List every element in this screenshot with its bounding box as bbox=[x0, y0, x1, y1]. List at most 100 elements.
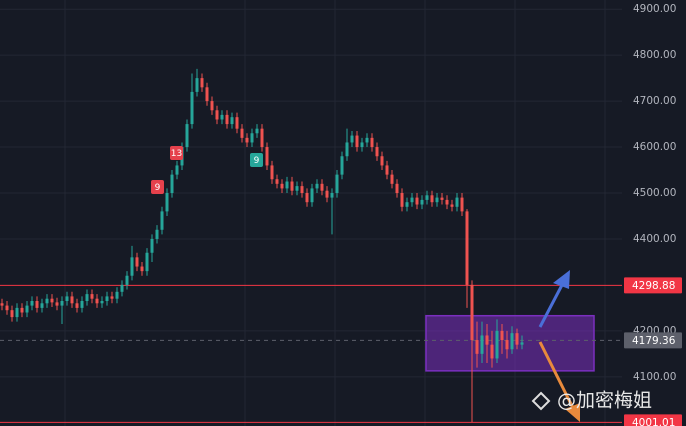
candle-body bbox=[450, 204, 454, 207]
candle-body bbox=[245, 137, 249, 143]
candle-body bbox=[310, 188, 314, 203]
candle-body bbox=[475, 340, 479, 354]
candle-body bbox=[0, 303, 4, 306]
candle-body bbox=[300, 186, 304, 194]
candle-body bbox=[365, 137, 369, 143]
candle-body bbox=[255, 128, 259, 134]
candle-body bbox=[495, 330, 499, 359]
candle-body bbox=[280, 183, 284, 189]
candle-body bbox=[185, 124, 189, 148]
price-label-box bbox=[624, 414, 682, 426]
arrow-up bbox=[538, 284, 564, 328]
watermark: @加密梅姐 bbox=[531, 390, 652, 412]
watermark-text: @加密梅姐 bbox=[557, 390, 652, 412]
candle-body bbox=[125, 275, 129, 285]
candle-body bbox=[520, 342, 524, 345]
candle-body bbox=[350, 135, 354, 143]
annotation-text: 9 bbox=[254, 156, 260, 166]
candle-body bbox=[345, 142, 349, 157]
candle-body bbox=[30, 301, 34, 306]
candle-body bbox=[340, 156, 344, 175]
candle-body bbox=[230, 117, 234, 125]
candle-body bbox=[90, 294, 94, 299]
candle-body bbox=[250, 133, 254, 143]
candle-body bbox=[260, 128, 264, 148]
candle-body bbox=[40, 303, 44, 308]
candle-body bbox=[5, 305, 9, 311]
arrow-down bbox=[538, 341, 575, 409]
candle-body bbox=[220, 114, 224, 120]
candle-body bbox=[265, 147, 269, 166]
candle-body bbox=[205, 87, 209, 102]
candle-body bbox=[200, 78, 204, 88]
candle-body bbox=[305, 193, 309, 203]
candle-body bbox=[465, 211, 469, 285]
y-tick-label: 4700.00 bbox=[633, 95, 676, 107]
candle-body bbox=[240, 128, 244, 138]
candle-body bbox=[325, 190, 329, 198]
candle-body bbox=[330, 193, 334, 198]
price-label: 4001.01 bbox=[632, 417, 675, 426]
candle-body bbox=[395, 183, 399, 194]
candle-body bbox=[235, 117, 239, 129]
candle-body bbox=[375, 147, 379, 157]
arrow-head bbox=[553, 270, 570, 289]
candle-body bbox=[410, 197, 414, 203]
candle-body bbox=[385, 165, 389, 175]
candle-body bbox=[370, 137, 374, 148]
candle-body bbox=[55, 302, 59, 306]
candle-body bbox=[270, 165, 274, 180]
annotation-text: 9 bbox=[155, 183, 161, 193]
candle-body bbox=[225, 114, 229, 125]
candle-body bbox=[425, 195, 429, 200]
price-lines bbox=[0, 284, 622, 423]
annotation-box bbox=[250, 153, 263, 167]
candle-body bbox=[480, 335, 484, 354]
candle-body bbox=[380, 156, 384, 166]
candle-body bbox=[175, 165, 179, 175]
candle-body bbox=[140, 266, 144, 272]
candle-body bbox=[85, 294, 89, 302]
candle-body bbox=[490, 344, 494, 359]
zone bbox=[425, 314, 595, 372]
candle-body bbox=[10, 310, 14, 318]
candle-body bbox=[110, 296, 114, 299]
candle-body bbox=[405, 202, 409, 207]
vertical-grid bbox=[64, 0, 606, 426]
candle-body bbox=[290, 181, 294, 191]
candle-body bbox=[130, 257, 134, 276]
candle-body bbox=[505, 340, 509, 350]
annotation-box bbox=[151, 180, 164, 194]
y-tick-label: 4400.00 bbox=[633, 233, 676, 245]
annotation-box bbox=[170, 146, 183, 160]
candle-body bbox=[160, 211, 164, 230]
price-label-box bbox=[624, 277, 682, 294]
candle-body bbox=[500, 330, 504, 341]
candle-body bbox=[155, 229, 159, 239]
candle-body bbox=[285, 181, 289, 189]
candle-body bbox=[60, 301, 64, 306]
candle-body bbox=[485, 335, 489, 345]
arrows bbox=[538, 270, 580, 422]
candle-body bbox=[510, 333, 514, 350]
candle-body bbox=[120, 284, 124, 292]
y-tick-label: 4500.00 bbox=[633, 187, 676, 199]
candle-body bbox=[95, 298, 99, 304]
zone-layer bbox=[425, 314, 595, 372]
candle-body bbox=[165, 193, 169, 212]
candle-body bbox=[420, 199, 424, 205]
candle-body bbox=[100, 301, 104, 304]
candle-body bbox=[45, 298, 49, 304]
candle-body bbox=[275, 179, 279, 184]
candle-body bbox=[145, 252, 149, 272]
candle-body bbox=[430, 195, 434, 203]
candle-body bbox=[190, 91, 194, 125]
candle-body bbox=[170, 174, 174, 194]
candle-body bbox=[460, 197, 464, 212]
y-tick-label: 4800.00 bbox=[633, 49, 676, 61]
y-tick-label: 4100.00 bbox=[633, 371, 676, 383]
candle-body bbox=[355, 135, 359, 148]
candle-body bbox=[75, 303, 79, 308]
candle-body bbox=[195, 78, 199, 92]
